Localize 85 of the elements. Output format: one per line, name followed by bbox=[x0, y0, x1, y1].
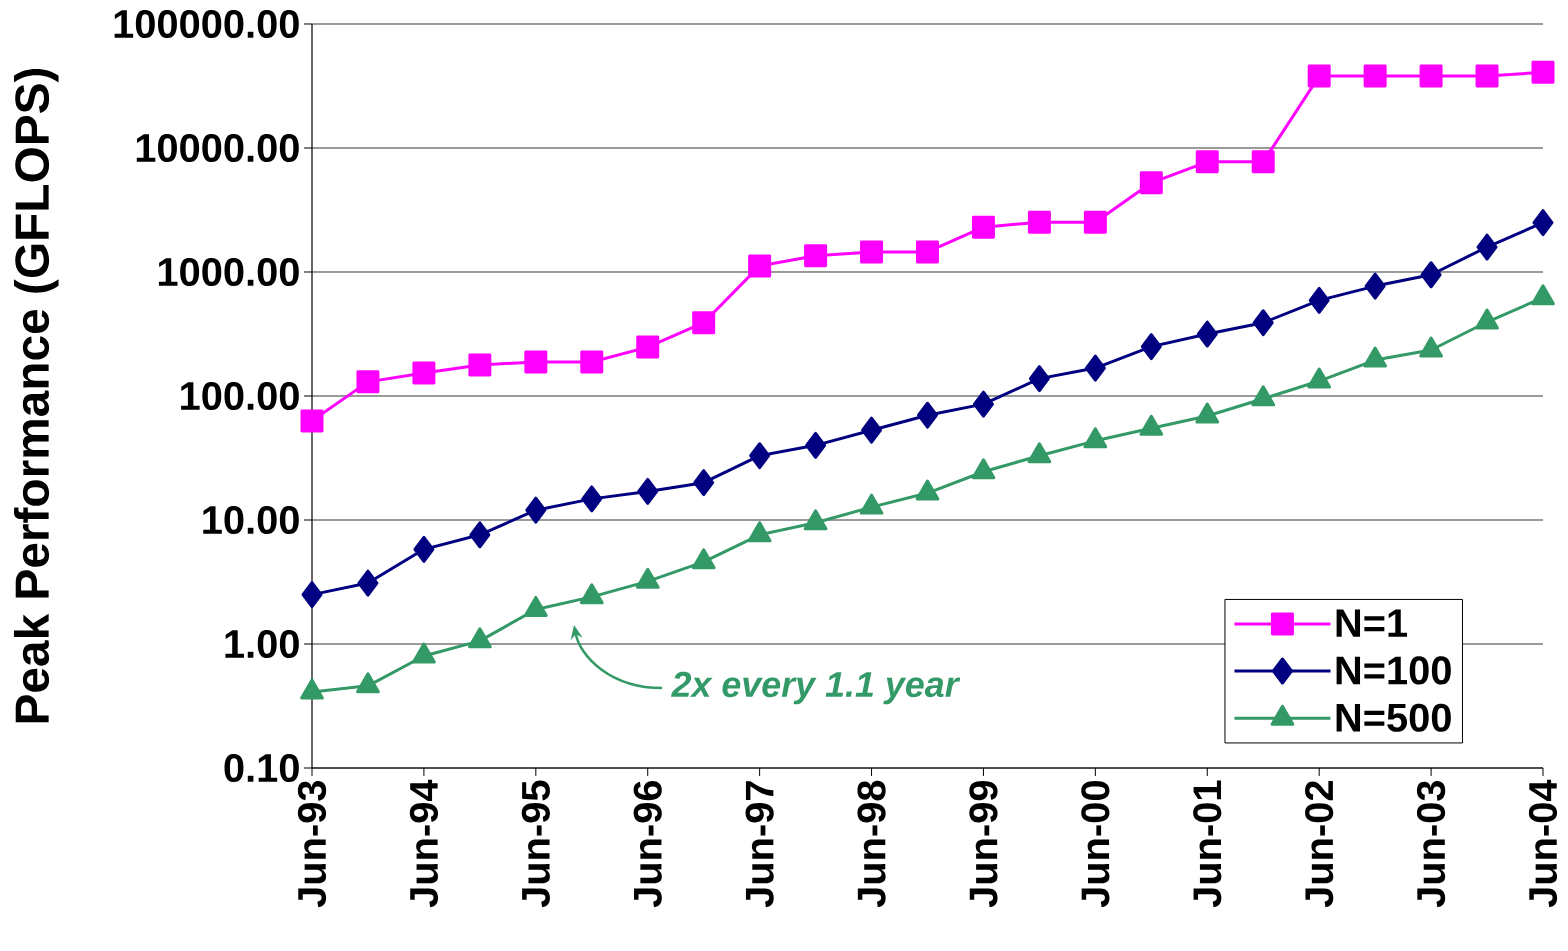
x-tick-label: Jun-96 bbox=[633, 780, 662, 908]
point bbox=[1196, 320, 1218, 348]
point bbox=[1532, 209, 1554, 237]
point bbox=[1476, 233, 1498, 261]
legend-label: N=100 bbox=[1336, 656, 1451, 685]
point bbox=[579, 583, 604, 605]
x-tick-label: Jun-01 bbox=[1193, 780, 1222, 908]
point bbox=[356, 672, 380, 694]
point bbox=[469, 521, 491, 549]
point bbox=[524, 350, 548, 374]
point bbox=[1027, 442, 1052, 464]
point bbox=[693, 469, 715, 497]
point bbox=[635, 567, 660, 589]
annotation: 2x every 1.1 year bbox=[670, 671, 961, 705]
y-axis-title: Peak Performance (GFLOPS) bbox=[13, 68, 59, 723]
point bbox=[747, 521, 772, 543]
point bbox=[413, 535, 435, 563]
x-tick-label: Jun-04 bbox=[1528, 779, 1558, 908]
point bbox=[1419, 64, 1443, 88]
point bbox=[356, 370, 380, 394]
point bbox=[1308, 286, 1330, 314]
x-tick-label: Jun-03 bbox=[1416, 780, 1446, 908]
point bbox=[972, 390, 994, 418]
point bbox=[803, 509, 828, 531]
point bbox=[1027, 210, 1051, 234]
point bbox=[468, 353, 492, 377]
point bbox=[467, 627, 492, 649]
point bbox=[1028, 365, 1050, 393]
point bbox=[1083, 210, 1107, 234]
x-tick-label: Jun-00 bbox=[1081, 781, 1110, 908]
legend-label: N=500 bbox=[1336, 703, 1451, 732]
point bbox=[915, 240, 939, 264]
y-tick-label: 1.00 bbox=[225, 629, 299, 659]
point bbox=[748, 254, 772, 278]
point bbox=[1307, 64, 1331, 88]
y-tick-label: 1000.00 bbox=[158, 257, 299, 287]
point bbox=[860, 240, 884, 264]
point bbox=[1363, 64, 1387, 88]
point bbox=[971, 215, 995, 239]
point bbox=[859, 493, 884, 515]
x-tick-label: Jun-93 bbox=[297, 780, 327, 908]
x-tick-label: Jun-02 bbox=[1305, 781, 1334, 908]
point bbox=[1140, 333, 1162, 361]
point bbox=[805, 431, 827, 459]
y-tick-label: 10.00 bbox=[203, 505, 299, 535]
point bbox=[861, 416, 883, 444]
point bbox=[525, 496, 547, 524]
point bbox=[523, 595, 548, 617]
point bbox=[1420, 261, 1442, 289]
y-tick-label: 10000.00 bbox=[136, 133, 299, 163]
point bbox=[1251, 150, 1275, 174]
point bbox=[581, 485, 603, 513]
point bbox=[300, 409, 324, 433]
point bbox=[1251, 385, 1276, 407]
x-tick-label: Jun-99 bbox=[969, 780, 998, 908]
point bbox=[1531, 60, 1555, 84]
point bbox=[357, 569, 379, 597]
point bbox=[804, 244, 828, 268]
y-tick-label: 0.10 bbox=[224, 753, 299, 783]
legend-label: N=1 bbox=[1336, 609, 1408, 637]
point bbox=[915, 479, 940, 501]
point bbox=[692, 311, 716, 335]
point bbox=[412, 642, 436, 664]
point bbox=[636, 335, 660, 359]
point bbox=[749, 442, 771, 470]
point bbox=[1139, 171, 1163, 195]
point bbox=[412, 361, 436, 385]
point bbox=[916, 401, 938, 429]
point bbox=[971, 458, 996, 480]
x-tick-label: Jun-98 bbox=[857, 780, 886, 908]
point bbox=[1475, 64, 1499, 88]
point bbox=[300, 678, 324, 700]
point bbox=[580, 350, 604, 374]
point bbox=[1252, 309, 1274, 337]
y-tick-label: 100000.00 bbox=[114, 9, 299, 39]
point bbox=[1364, 272, 1386, 300]
point bbox=[1195, 150, 1219, 174]
point bbox=[637, 477, 659, 505]
x-tick-label: Jun-94 bbox=[409, 779, 439, 908]
x-tick-label: Jun-95 bbox=[521, 780, 550, 908]
point bbox=[1083, 427, 1108, 449]
point bbox=[1084, 354, 1106, 382]
point bbox=[691, 548, 716, 570]
y-tick-label: 100.00 bbox=[181, 381, 299, 411]
x-tick-label: Jun-97 bbox=[745, 781, 774, 908]
